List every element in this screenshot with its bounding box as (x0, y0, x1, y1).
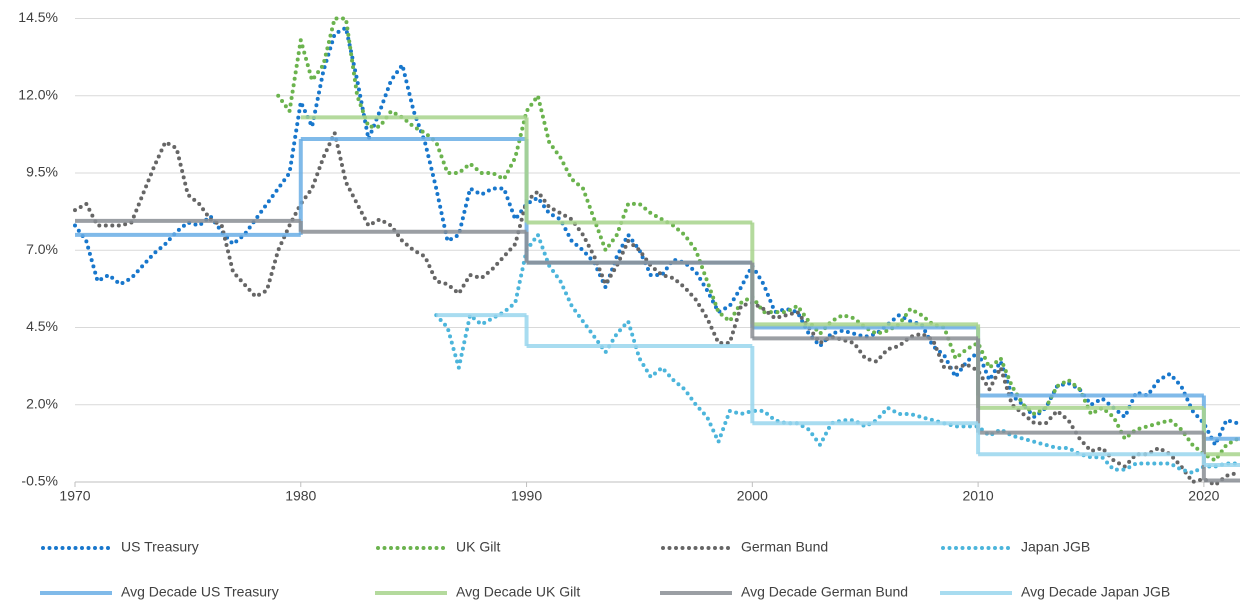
y-tick-label: 7.0% (26, 241, 58, 257)
y-tick-label: -0.5% (21, 473, 58, 489)
legend-label: Japan JGB (1021, 539, 1090, 555)
dotted-line (73, 126, 1240, 488)
y-tick-label: 2.0% (26, 395, 58, 411)
y-tick-label: 12.0% (18, 86, 58, 102)
x-tick-label: 1970 (59, 488, 90, 504)
y-tick-label: 14.5% (18, 9, 58, 25)
x-tick-label: 2020 (1188, 488, 1219, 504)
legend-label: Avg Decade US Treasury (121, 584, 279, 600)
x-tick-label: 1980 (285, 488, 316, 504)
legend-label: German Bund (741, 539, 828, 555)
legend-label: UK Gilt (456, 539, 500, 555)
legend-label: US Treasury (121, 539, 199, 555)
x-tick-label: 2000 (737, 488, 768, 504)
y-tick-label: 9.5% (26, 164, 58, 180)
dotted-line (434, 230, 1240, 475)
legend-label: Avg Decade UK Gilt (456, 584, 580, 600)
x-tick-label: 1990 (511, 488, 542, 504)
legend-label: Avg Decade German Bund (741, 584, 908, 600)
y-tick-label: 4.5% (26, 318, 58, 334)
x-tick-label: 2010 (963, 488, 994, 504)
legend-label: Avg Decade Japan JGB (1021, 584, 1170, 600)
